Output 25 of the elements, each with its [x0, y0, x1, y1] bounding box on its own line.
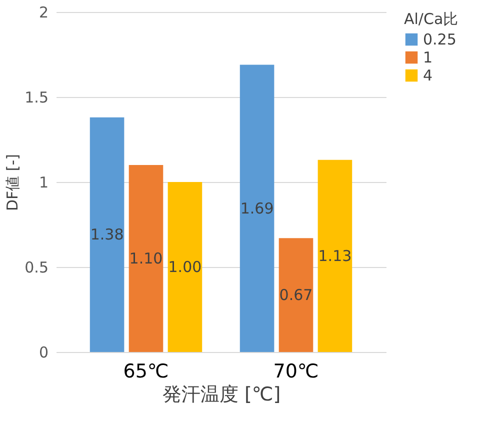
- y-tick-label: 1: [38, 174, 48, 192]
- bar: [128, 165, 164, 352]
- bar: [240, 64, 274, 352]
- bar: [90, 117, 124, 352]
- x-tick-label: 70℃: [273, 360, 319, 382]
- legend-label: 0.25: [423, 30, 456, 48]
- data-label: 1.10: [129, 250, 163, 268]
- bar: [278, 238, 314, 352]
- x-tick-label: 65℃: [123, 360, 169, 382]
- y-axis-title: DF値 [-]: [4, 154, 22, 212]
- legend-label: 1: [423, 48, 433, 66]
- legend-title: Al/Ca比: [404, 10, 458, 28]
- data-label: 0.67: [279, 286, 313, 304]
- data-label: 1.13: [318, 246, 352, 265]
- bar: [168, 182, 202, 352]
- bar: [318, 160, 352, 352]
- y-tick-label: 0.5: [24, 258, 48, 276]
- data-label: 1.00: [168, 258, 202, 276]
- y-tick-label: 1.5: [24, 88, 48, 106]
- x-axis-title: 発汗温度 [℃]: [162, 384, 281, 406]
- y-tick-label: 0: [38, 344, 48, 362]
- data-label: 1.38: [90, 226, 124, 244]
- data-label: 1.69: [240, 199, 274, 218]
- legend-label: 4: [423, 66, 433, 84]
- y-tick-label: 2: [38, 4, 48, 22]
